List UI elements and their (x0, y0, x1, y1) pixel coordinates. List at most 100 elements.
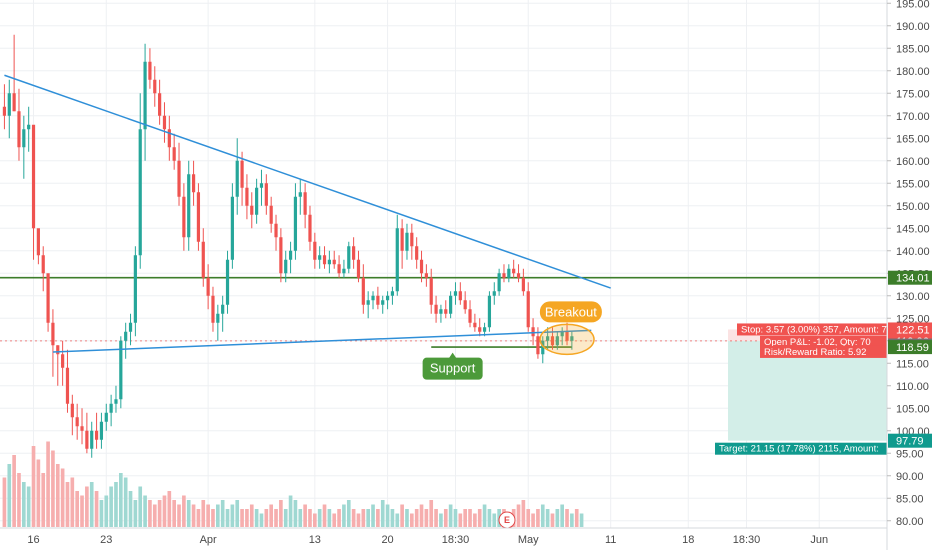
volume-bar (565, 509, 569, 527)
candle-body (94, 430, 99, 440)
candle-body (2, 106, 7, 116)
candle-body (347, 246, 351, 269)
candle-body (468, 309, 472, 323)
volume-bar (346, 500, 351, 527)
volume-bar (337, 509, 341, 527)
trendline-descending-resistance[interactable] (4, 74, 611, 289)
volume-bar (31, 446, 36, 527)
volume-bar (46, 441, 50, 527)
candle-body (46, 273, 50, 323)
stop-label-box[interactable] (737, 323, 887, 336)
candle-body (187, 174, 191, 238)
volume-bar (487, 509, 492, 527)
volume-bar (157, 500, 162, 527)
candle-body (206, 277, 210, 296)
candle-body (555, 336, 559, 346)
candle-body (56, 345, 60, 355)
candle-body (308, 214, 312, 242)
volume-bar (405, 509, 409, 527)
trendlines[interactable] (4, 74, 611, 353)
volume-bar (269, 504, 273, 527)
candle-body (565, 331, 569, 341)
candle-body (434, 304, 438, 314)
annotations[interactable]: Breakout Support E (422, 301, 602, 529)
price-badge-label: 134.01 (896, 273, 930, 285)
candle-body (497, 273, 501, 292)
price-tick-label: 150.00 (896, 201, 930, 213)
candle-body (415, 246, 419, 260)
price-axis[interactable]: 195.00 190.00 185.00 180.00 175.00 170.00 165.… (886, 0, 930, 550)
volume-bar (51, 450, 55, 527)
volume-bar (75, 491, 79, 527)
candle-body (61, 354, 65, 368)
position-labels[interactable]: Stop: 3.57 (3.00%) 357, Amount: 75 Open P… (715, 323, 892, 455)
volume-bar (550, 513, 555, 527)
trendline-ascending-support[interactable] (52, 329, 592, 353)
candle-body (235, 160, 239, 197)
volume-bar (55, 464, 60, 527)
risk-reward-label-box[interactable] (760, 345, 887, 358)
volume-bar (133, 500, 138, 527)
volume-bar (434, 509, 438, 527)
candle-body (526, 291, 530, 328)
time-tick-label: Jun (810, 534, 828, 546)
horizontal-levels (0, 276, 887, 348)
volume-bar (201, 500, 206, 527)
price-tick-label: 90.00 (896, 471, 924, 483)
candle-body (439, 309, 443, 314)
volume-bar (308, 509, 312, 527)
price-tick-label: 115.00 (896, 358, 929, 370)
candle-body (99, 421, 104, 440)
price-tick-label: 155.00 (896, 178, 930, 190)
target-label-box[interactable] (715, 442, 887, 455)
candle-body (119, 340, 123, 400)
volume-bar (570, 513, 574, 527)
volume-bar (245, 509, 249, 527)
candle-body (12, 93, 16, 112)
time-tick-label: 20 (381, 534, 393, 546)
time-tick-label: 18:30 (442, 534, 470, 546)
volume-bar (317, 509, 322, 527)
volume-bar (99, 500, 104, 527)
volume-bar (216, 504, 220, 527)
support-callout[interactable] (422, 357, 483, 380)
volume-bar (516, 504, 521, 527)
price-badge (888, 433, 932, 448)
volume-bar (148, 500, 152, 527)
time-axis[interactable]: 16 23 Apr 13 20 18:30 May 11 18 18:30 Jun (0, 527, 887, 546)
candle-body (449, 295, 453, 314)
candle-body (546, 336, 550, 341)
time-tick-label: 11 (605, 534, 616, 546)
candle-body (444, 309, 448, 314)
candle-body (390, 291, 395, 296)
candle-body (516, 273, 521, 278)
candle-body (361, 277, 365, 305)
volume-bar (453, 509, 458, 527)
volume-bar (60, 468, 65, 527)
risk-reward-label: Risk/Reward Ratio: 5.92 (764, 347, 866, 358)
open-pnl-label: Open P&L: -1.02, Qty: 70 (764, 337, 871, 348)
candle-body (201, 241, 205, 278)
candle-body (31, 124, 36, 229)
breakout-callout[interactable] (539, 301, 602, 323)
candle-body (400, 228, 404, 251)
candle-body (410, 232, 414, 247)
stop-label: Stop: 3.57 (3.00%) 357, Amount: 75 (741, 324, 892, 335)
time-tick-label: 16 (27, 534, 39, 546)
volume-bar (240, 509, 244, 527)
open-pnl-label-box[interactable] (760, 335, 887, 348)
candle-body (162, 115, 167, 130)
volume-bar (259, 513, 264, 527)
price-tick-label: 85.00 (896, 493, 924, 505)
candle-body (492, 291, 496, 296)
candle-body (172, 147, 176, 161)
candle-body (109, 403, 113, 413)
candle-body (381, 300, 385, 305)
candle-body (298, 192, 302, 197)
candle-body (216, 313, 220, 323)
candle-body (521, 277, 525, 292)
volume-bar (540, 504, 545, 527)
candle-body (104, 412, 108, 422)
price-tick-label: 170.00 (896, 111, 930, 123)
